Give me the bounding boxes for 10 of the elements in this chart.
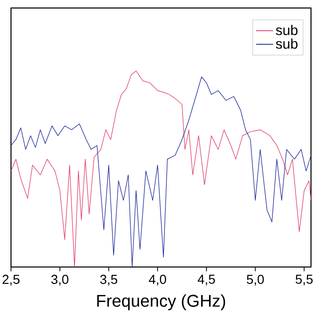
x-tick-label: 4,5 bbox=[198, 274, 215, 286]
x-axis-title: Frequency (GHz) bbox=[97, 294, 226, 310]
x-tick-label: 5,5 bbox=[296, 274, 313, 286]
x-tick-label: 2,5 bbox=[2, 274, 20, 286]
x-tick-label: 4,0 bbox=[148, 274, 166, 286]
x-tick-label: 5,0 bbox=[246, 274, 264, 286]
x-tick-label: 3,5 bbox=[100, 274, 118, 286]
legend-label: sub bbox=[276, 24, 298, 36]
x-tick-label: 3,0 bbox=[51, 274, 68, 286]
legend-label: sub bbox=[276, 38, 298, 49]
